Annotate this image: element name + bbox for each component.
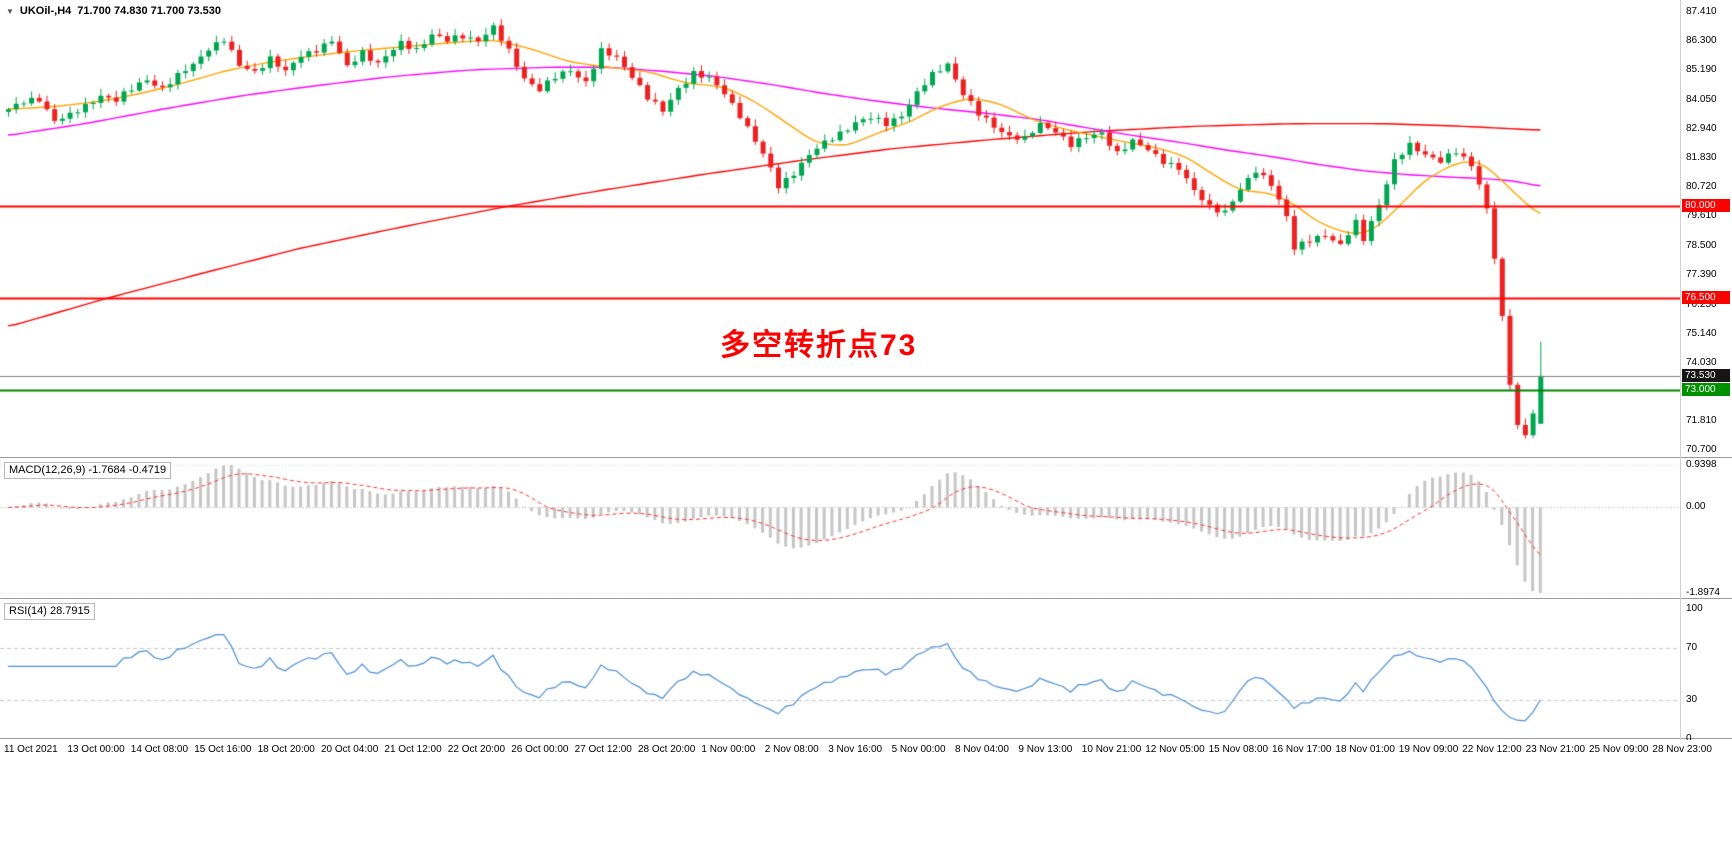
time-label: 9 Nov 13:00	[1018, 744, 1073, 755]
rsi-axis-label: 100	[1686, 603, 1703, 614]
macd-canvas[interactable]	[0, 459, 1680, 599]
macd-axis-label: 0.00	[1686, 501, 1706, 513]
time-label: 11 Oct 2021	[4, 744, 58, 755]
chart-annotation-text: 多空转折点73	[720, 329, 918, 362]
time-label: 28 Oct 20:00	[638, 744, 696, 755]
rsi-label: RSI(14) 28.7915	[4, 603, 95, 620]
time-label: 26 Oct 00:00	[511, 744, 569, 755]
price-tick: 87.410	[1686, 6, 1717, 17]
symbol-dropdown-icon[interactable]: ▼	[6, 6, 14, 16]
time-label: 23 Nov 21:00	[1525, 744, 1586, 755]
macd-axis-label: 0.9398	[1686, 459, 1717, 470]
time-label: 18 Nov 01:00	[1335, 744, 1395, 755]
symbol-label: UKOil-,H4	[19, 5, 72, 17]
price-tick: 86.300	[1686, 35, 1717, 47]
time-label: 10 Nov 21:00	[1081, 744, 1142, 755]
time-label: 25 Nov 09:00	[1589, 744, 1649, 755]
price-tick: 77.390	[1686, 268, 1717, 280]
price-tick: 70.700	[1686, 444, 1717, 455]
price-tick: 75.140	[1686, 327, 1717, 339]
time-label: 15 Nov 08:00	[1208, 744, 1269, 755]
time-label: 14 Oct 08:00	[130, 744, 189, 755]
price-tick: 79.610	[1686, 210, 1717, 222]
price-tick: 74.030	[1686, 356, 1717, 368]
time-label: 21 Oct 12:00	[384, 744, 442, 755]
time-label: 18 Oct 20:00	[257, 744, 315, 755]
time-label: 2 Nov 08:00	[764, 744, 819, 755]
price-tick: 76.250	[1686, 298, 1717, 310]
time-label: 22 Nov 12:00	[1462, 744, 1522, 755]
price-tick: 81.830	[1686, 152, 1717, 164]
time-label: 28 Nov 23:00	[1652, 744, 1712, 755]
macd-label: MACD(12,26,9) -1.7684 -0.4719	[4, 462, 172, 479]
macd-axis-label: -1.8974	[1686, 587, 1720, 598]
time-label: 13 Oct 00:00	[67, 744, 125, 755]
time-label: 3 Nov 16:00	[828, 744, 883, 755]
price-badge: 76.500	[1682, 290, 1730, 304]
ohlc-readout: 71.700 74.830 71.700 73.530	[77, 5, 222, 17]
time-label: 8 Nov 04:00	[955, 744, 1009, 755]
rsi-canvas[interactable]	[0, 600, 1680, 739]
price-tick: 84.050	[1686, 94, 1717, 106]
time-label: 19 Nov 09:00	[1398, 744, 1459, 755]
time-label: 1 Nov 00:00	[701, 744, 756, 755]
price-tick: 82.940	[1686, 123, 1717, 135]
price-tick: 78.500	[1686, 239, 1717, 251]
chart-header: ▼ UKOil-,H4 71.700 74.830 71.700 73.530	[6, 5, 221, 17]
rsi-axis-label: 30	[1686, 694, 1698, 705]
macd-panel: MACD(12,26,9) -1.7684 -0.4719 0.9398 0.00…	[0, 459, 1732, 599]
rsi-axis-label: 70	[1686, 642, 1698, 653]
time-label: 20 Oct 04:00	[321, 744, 379, 755]
time-label: 22 Oct 20:00	[447, 744, 506, 755]
main-chart-canvas[interactable]	[0, 0, 1680, 458]
price-tick: 71.810	[1686, 414, 1717, 426]
rsi-axis-label: 0	[1686, 733, 1692, 744]
time-label: 5 Nov 00:00	[891, 744, 946, 755]
time-label: 27 Oct 12:00	[574, 744, 632, 755]
price-badge: 80.000	[1682, 199, 1730, 213]
price-tick: 80.720	[1686, 181, 1717, 193]
time-axis[interactable]: 11 Oct 2021 13 Oct 00:00 14 Oct 08:00 15 Oc…	[0, 740, 1732, 770]
price-panel: ▼ UKOil-,H4 71.700 74.830 71.700 73.530 …	[0, 0, 1732, 458]
time-label: 16 Nov 17:00	[1272, 744, 1332, 755]
rsi-panel: RSI(14) 28.7915 100 70 30 0	[0, 600, 1732, 744]
price-badge: 73.000	[1682, 382, 1730, 396]
time-label: 12 Nov 05:00	[1145, 744, 1205, 755]
axis-separator-line	[1680, 0, 1681, 740]
time-label: 15 Oct 16:00	[194, 744, 252, 755]
price-tick: 85.190	[1686, 64, 1717, 76]
price-badge: 73.530	[1682, 368, 1730, 382]
